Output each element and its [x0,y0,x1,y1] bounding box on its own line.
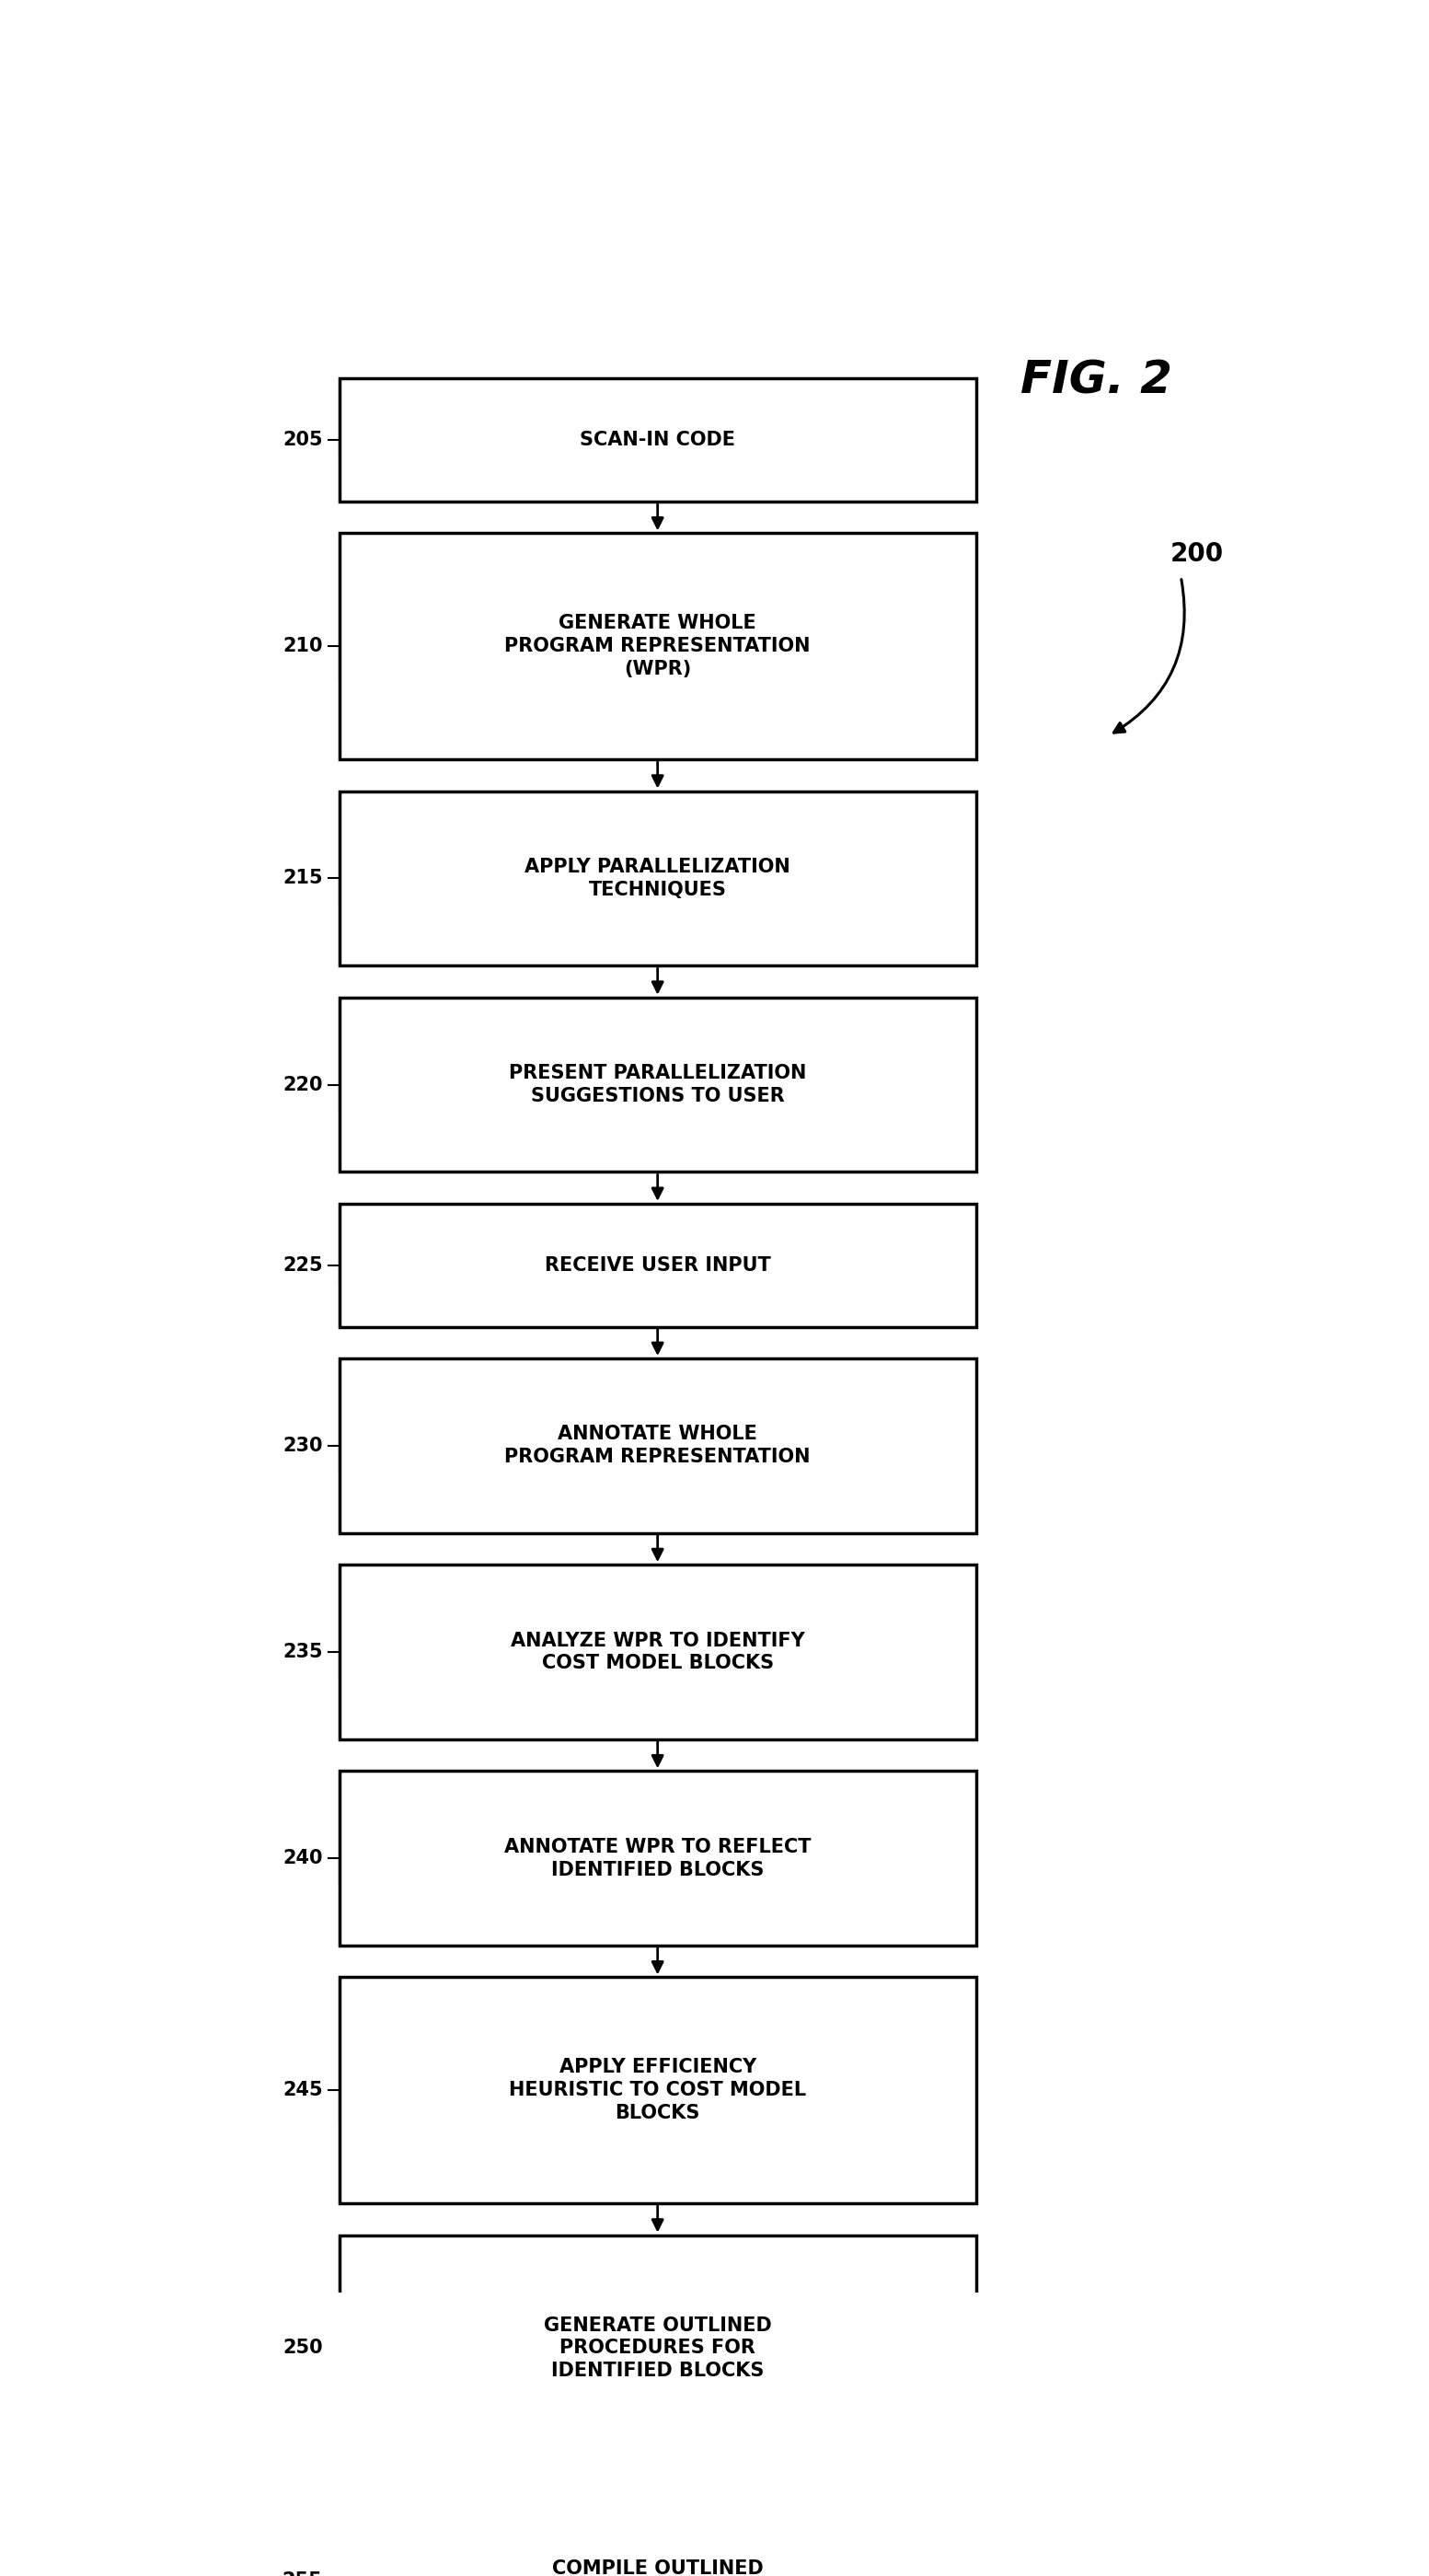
FancyBboxPatch shape [339,533,976,760]
Text: 255: 255 [283,2571,323,2576]
Text: 225: 225 [283,1257,323,1275]
Text: 235: 235 [283,1643,323,1662]
FancyBboxPatch shape [339,2236,976,2460]
Text: GENERATE OUTLINED
PROCEDURES FOR
IDENTIFIED BLOCKS: GENERATE OUTLINED PROCEDURES FOR IDENTIF… [543,2316,772,2380]
FancyBboxPatch shape [339,1978,976,2202]
Text: 250: 250 [283,2339,323,2357]
FancyBboxPatch shape [339,379,976,502]
FancyBboxPatch shape [339,2494,976,2576]
Text: ANNOTATE WHOLE
PROGRAM REPRESENTATION: ANNOTATE WHOLE PROGRAM REPRESENTATION [504,1425,810,1466]
Text: GENERATE WHOLE
PROGRAM REPRESENTATION
(WPR): GENERATE WHOLE PROGRAM REPRESENTATION (W… [504,613,810,677]
Text: 240: 240 [283,1850,323,1868]
Text: ANALYZE WPR TO IDENTIFY
COST MODEL BLOCKS: ANALYZE WPR TO IDENTIFY COST MODEL BLOCK… [510,1631,805,1672]
Text: 220: 220 [283,1074,323,1095]
Text: ANNOTATE WPR TO REFLECT
IDENTIFIED BLOCKS: ANNOTATE WPR TO REFLECT IDENTIFIED BLOCK… [504,1837,812,1878]
Text: 215: 215 [283,868,323,889]
Text: RECEIVE USER INPUT: RECEIVE USER INPUT [544,1257,770,1275]
FancyBboxPatch shape [339,997,976,1172]
FancyBboxPatch shape [339,1770,976,1945]
Text: APPLY EFFICIENCY
HEURISTIC TO COST MODEL
BLOCKS: APPLY EFFICIENCY HEURISTIC TO COST MODEL… [509,2058,806,2123]
FancyBboxPatch shape [339,1564,976,1739]
Text: 230: 230 [283,1437,323,1455]
Text: FIG. 2: FIG. 2 [1020,358,1172,402]
Text: APPLY PARALLELIZATION
TECHNIQUES: APPLY PARALLELIZATION TECHNIQUES [524,858,790,899]
Text: 245: 245 [283,2081,323,2099]
FancyBboxPatch shape [339,1358,976,1533]
FancyBboxPatch shape [339,791,976,966]
Text: PRESENT PARALLELIZATION
SUGGESTIONS TO USER: PRESENT PARALLELIZATION SUGGESTIONS TO U… [509,1064,806,1105]
Text: SCAN-IN CODE: SCAN-IN CODE [580,430,736,448]
Text: COMPILE OUTLINED
PROCEDURES: COMPILE OUTLINED PROCEDURES [552,2561,763,2576]
FancyBboxPatch shape [339,1203,976,1327]
Text: 210: 210 [283,636,323,654]
Text: 205: 205 [283,430,323,448]
Text: 200: 200 [1170,541,1223,567]
